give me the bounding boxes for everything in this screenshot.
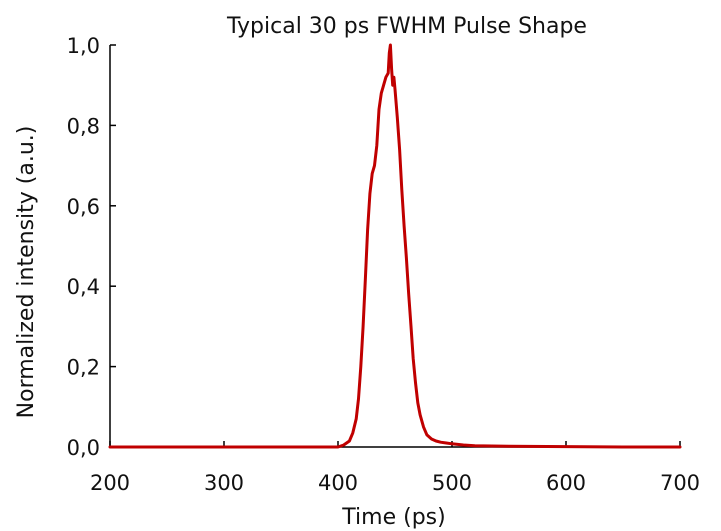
chart-title: Typical 30 ps FWHM Pulse Shape: [226, 14, 587, 39]
x-tick-label: 200: [90, 471, 130, 495]
y-tick-label: 0,2: [67, 356, 100, 380]
x-tick-label: 500: [432, 471, 472, 495]
x-tick-label: 300: [204, 471, 244, 495]
plot-area: 200 300 400 500 600 700 0,0 0,2 0,4 0,6 0,8 1,0: [67, 34, 700, 495]
y-tick-label: 0,6: [67, 195, 100, 219]
y-tick-label: 0,8: [67, 114, 100, 138]
x-axis-label: Time (ps): [341, 505, 445, 530]
y-tick-label: 0,4: [67, 275, 100, 299]
y-axis-label: Normalized intensity (a.u.): [14, 126, 39, 419]
x-tick-label: 600: [546, 471, 586, 495]
y-tick-label: 1,0: [67, 34, 100, 58]
y-tick-label: 0,0: [67, 436, 100, 460]
x-tick-label: 700: [660, 471, 700, 495]
pulse-series-line: [108, 43, 682, 449]
x-tick-label: 400: [318, 471, 358, 495]
